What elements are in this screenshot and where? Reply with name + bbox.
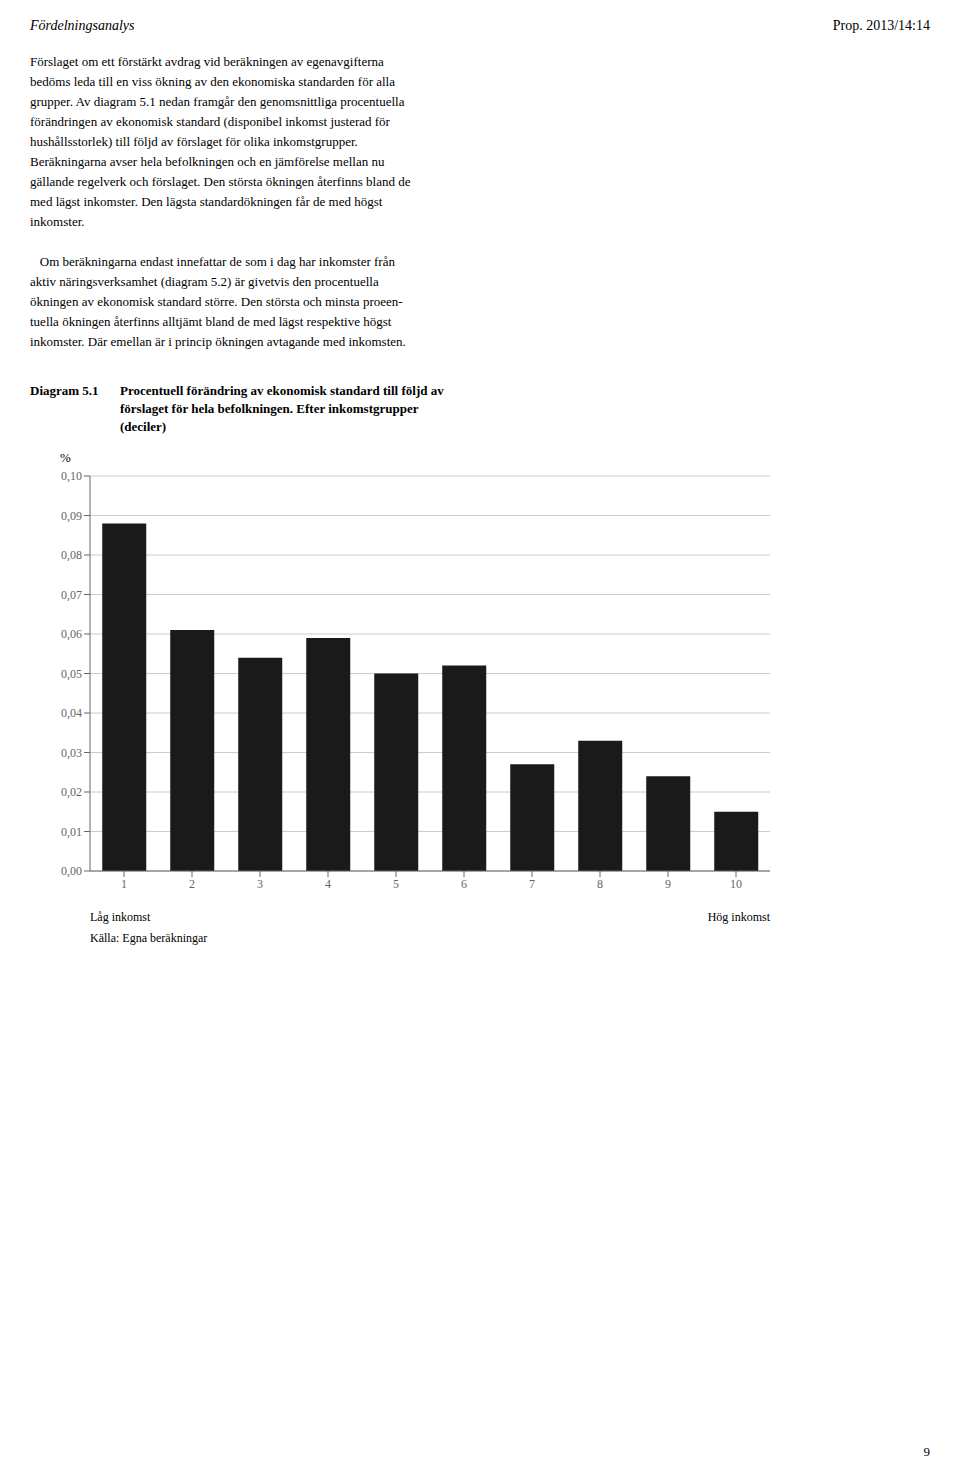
svg-text:0,03: 0,03 xyxy=(61,746,82,760)
svg-text:0,00: 0,00 xyxy=(61,864,82,878)
svg-text:0,09: 0,09 xyxy=(61,509,82,523)
svg-text:5: 5 xyxy=(393,877,399,891)
svg-text:0,06: 0,06 xyxy=(61,627,82,641)
html-text:Låg inkomst: Låg inkomst xyxy=(90,910,151,924)
svg-text:0,08: 0,08 xyxy=(61,548,82,562)
svg-text:7: 7 xyxy=(529,877,535,891)
html-text:Procentuell förändring av ekon: Procentuell förändring av ekonomisk stan… xyxy=(120,383,444,434)
svg-text:0,10: 0,10 xyxy=(61,469,82,483)
svg-text:1: 1 xyxy=(121,877,127,891)
html-text:9: 9 xyxy=(923,1444,930,1459)
html-text:Hög inkomst: Hög inkomst xyxy=(707,910,770,924)
svg-text:3: 3 xyxy=(257,877,263,891)
svg-text:0,02: 0,02 xyxy=(61,785,82,799)
html-text:Prop. 2013/14:14: Prop. 2013/14:14 xyxy=(832,18,930,33)
svg-text:8: 8 xyxy=(597,877,603,891)
svg-text:2: 2 xyxy=(189,877,195,891)
html-text:Fördelningsanalys: Fördelningsanalys xyxy=(30,18,135,33)
svg-text:9: 9 xyxy=(665,877,671,891)
svg-text:0,05: 0,05 xyxy=(61,667,82,681)
html-text:Källa: Egna beräkningar: Källa: Egna beräkningar xyxy=(90,931,208,945)
svg-text:0,04: 0,04 xyxy=(61,706,82,720)
svg-text:0,07: 0,07 xyxy=(61,588,82,602)
html-text:Förslaget om ett förstärkt avd: Förslaget om ett förstärkt avdrag vid be… xyxy=(30,54,411,349)
svg-text:10: 10 xyxy=(730,877,742,891)
html-text:Diagram 5.1: Diagram 5.1 xyxy=(30,383,99,398)
svg-text:6: 6 xyxy=(461,877,467,891)
svg-text:4: 4 xyxy=(325,877,331,891)
svg-text:0,01: 0,01 xyxy=(61,825,82,839)
